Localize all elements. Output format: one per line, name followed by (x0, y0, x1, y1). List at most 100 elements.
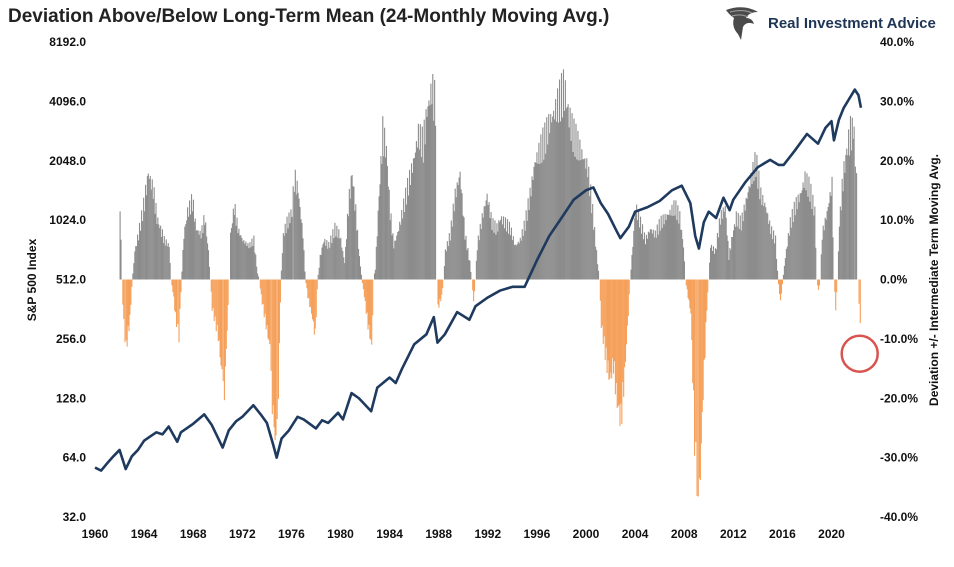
deviation-bar-positive (414, 152, 416, 280)
deviation-bar-positive (647, 231, 649, 280)
deviation-bar-negative (171, 279, 173, 286)
deviation-bar-positive (132, 273, 134, 280)
deviation-bar-positive (839, 206, 841, 280)
deviation-bar-negative (628, 279, 630, 295)
deviation-bar-positive (807, 196, 809, 280)
deviation-bars (119, 69, 861, 497)
right-tick-label: -10.0% (880, 332, 918, 346)
deviation-bar-positive (588, 166, 590, 280)
deviation-bar-positive (550, 114, 552, 280)
deviation-bar-negative (261, 279, 263, 305)
deviation-bar-negative (834, 279, 836, 292)
deviation-bar-positive (460, 189, 462, 280)
deviation-bar-negative (216, 279, 218, 326)
deviation-bar-positive (386, 165, 388, 280)
deviation-bar-positive (526, 220, 528, 280)
right-tick-label: 0.0% (880, 273, 908, 287)
deviation-bar-positive (184, 226, 186, 280)
deviation-bar-positive (827, 206, 829, 280)
deviation-bar-positive (522, 235, 524, 280)
deviation-bar-positive (510, 227, 512, 280)
deviation-bar-positive (295, 194, 297, 280)
deviation-bar-positive (151, 179, 153, 280)
deviation-bar-positive (787, 233, 789, 280)
deviation-bar-positive (483, 206, 485, 280)
deviation-bar-positive (750, 172, 752, 280)
deviation-bar-positive (797, 194, 799, 280)
deviation-bar-positive (338, 229, 340, 280)
deviation-bar-negative (858, 279, 860, 304)
deviation-bar-positive (455, 197, 457, 280)
deviation-bar-negative (687, 279, 689, 299)
deviation-bar-negative (212, 279, 214, 309)
deviation-bar-positive (770, 234, 772, 280)
deviation-bar-positive (853, 126, 855, 280)
deviation-bar-positive (421, 126, 423, 280)
deviation-bar-positive (844, 172, 846, 280)
deviation-bar-negative (314, 279, 316, 329)
deviation-bar-positive (683, 261, 685, 280)
deviation-bar-positive (741, 212, 743, 280)
deviation-bar-positive (798, 202, 800, 280)
deviation-bar-positive (635, 211, 637, 280)
deviation-bar-negative (178, 279, 180, 343)
deviation-bar-positive (281, 253, 283, 280)
deviation-bar-positive (444, 249, 446, 280)
deviation-bar-negative (173, 279, 175, 297)
deviation-bar-positive (794, 215, 796, 280)
deviation-bar-positive (405, 187, 407, 280)
deviation-bar-positive (321, 247, 323, 280)
deviation-bar-positive (347, 216, 349, 280)
deviation-bar-positive (377, 210, 379, 280)
deviation-bar-positive (324, 238, 326, 280)
deviation-bar-positive (322, 244, 324, 280)
deviation-bar-positive (811, 209, 813, 280)
deviation-bar-positive (120, 239, 122, 280)
deviation-bar-positive (822, 225, 824, 280)
deviation-bar-negative (363, 279, 365, 298)
x-tick-label: 1960 (82, 527, 109, 541)
deviation-bar-positive (343, 257, 345, 280)
deviation-bar-positive (468, 260, 470, 280)
deviation-bar-negative (316, 279, 318, 290)
deviation-bar-positive (333, 238, 335, 280)
deviation-bar-negative (273, 279, 275, 428)
deviation-bar-negative (691, 279, 693, 341)
deviation-bar-negative (625, 279, 627, 345)
deviation-bar-positive (743, 204, 745, 280)
deviation-bar-positive (678, 223, 680, 280)
deviation-bar-positive (348, 188, 350, 280)
deviation-bar-negative (311, 279, 314, 320)
deviation-bar-positive (411, 172, 414, 280)
deviation-bar-negative (372, 279, 374, 316)
deviation-bar-positive (150, 189, 152, 280)
deviation-bar-positive (342, 250, 344, 280)
left-tick-label: 128.0 (56, 391, 86, 405)
deviation-bar-positive (542, 127, 544, 280)
deviation-bar-positive (149, 175, 151, 280)
deviation-bar-positive (523, 220, 525, 280)
deviation-bar-positive (493, 232, 495, 280)
x-tick-label: 1984 (376, 527, 403, 541)
deviation-bar-positive (168, 247, 170, 280)
deviation-bar-positive (330, 235, 332, 280)
deviation-bar-positive (842, 191, 844, 280)
deviation-bar-positive (477, 235, 479, 280)
deviation-bar-negative (175, 279, 177, 313)
deviation-bar-positive (247, 243, 249, 280)
deviation-bar-negative (315, 279, 317, 318)
deviation-bar-positive (641, 224, 644, 280)
deviation-bar-negative (622, 279, 624, 383)
deviation-bar-negative (608, 279, 610, 380)
deviation-bar-negative (266, 279, 268, 326)
deviation-bar-positive (463, 217, 465, 280)
deviation-bar-positive (449, 240, 451, 280)
deviation-bar-negative (618, 279, 620, 405)
deviation-bar-positive (318, 267, 320, 280)
deviation-bar-positive (389, 220, 391, 280)
deviation-bar-positive (831, 176, 833, 280)
deviation-bar-negative (606, 279, 608, 374)
deviation-bar-positive (739, 215, 741, 280)
deviation-bar-positive (763, 206, 765, 280)
deviation-bar-positive (153, 187, 155, 280)
